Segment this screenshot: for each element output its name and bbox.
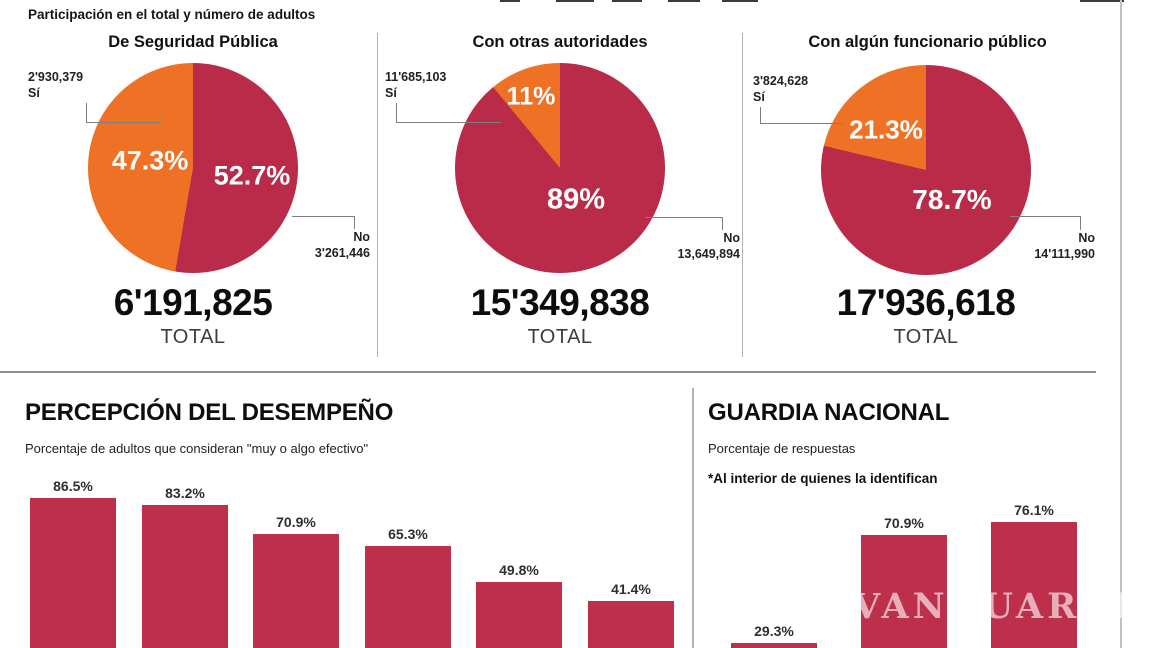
watermark: VANGUARDIA <box>853 586 1152 627</box>
callout-si-label: Sí <box>385 85 397 100</box>
callout-no-count: 3'261,446 <box>314 245 370 260</box>
cropped-text-artifact <box>500 0 520 2</box>
callout-no: No 13,649,894 <box>640 231 740 262</box>
bar <box>142 505 228 648</box>
pie-total-seguridad: 6'191,825 TOTAL <box>63 282 323 349</box>
cropped-text-artifact <box>612 0 642 2</box>
callout-si: 2'930,379 Sí <box>28 70 83 101</box>
callout-no-count: 13,649,894 <box>677 246 740 261</box>
pie-slice-pct-no: 52.7% <box>213 160 291 191</box>
bar <box>476 581 562 648</box>
total-value: 6'191,825 <box>113 282 273 323</box>
chart-overtitle: Participación en el total y número de ad… <box>28 7 316 22</box>
pie-title-seguridad: De Seguridad Pública <box>108 33 278 51</box>
bar <box>588 601 674 648</box>
section-title-percepcion: PERCEPCIÓN DEL DESEMPEÑO <box>25 399 394 426</box>
bar-value-label: 41.4% <box>611 581 651 598</box>
callout-leader-line <box>760 107 843 124</box>
section-subtitle-percepcion: Porcentaje de adultos que consideran "mu… <box>25 441 369 456</box>
bar-value-label: 86.5% <box>53 477 93 494</box>
callout-no-label: No <box>353 230 370 244</box>
pie-slice-pct-no: 89% <box>546 183 606 216</box>
section-subtitle-guardia: Porcentaje de respuestas <box>708 441 856 456</box>
callout-no-label: No <box>723 231 740 245</box>
total-label: TOTAL <box>893 326 959 348</box>
pie-slice-pct-si: 47.3% <box>111 145 189 176</box>
callout-si: 3'824,628 Sí <box>753 74 808 105</box>
pie-title-funcionario: Con algún funcionario público <box>808 33 1047 51</box>
total-value: 17'936,618 <box>836 282 1016 323</box>
cropped-text-artifact <box>1080 0 1124 2</box>
cropped-text-artifact <box>668 0 700 2</box>
pie-slice-pct-no: 78.7% <box>912 184 992 215</box>
pie-total-autoridades: 15'349,838 TOTAL <box>430 282 690 349</box>
callout-si-count: 11'685,103 <box>385 70 447 84</box>
total-label: TOTAL <box>527 326 593 348</box>
bar-value-label: 49.8% <box>499 561 539 578</box>
bar <box>253 533 339 648</box>
divider-horizontal <box>0 371 1096 373</box>
bar <box>365 546 451 648</box>
callout-leader-line <box>396 103 501 123</box>
callout-no: No 3'261,446 <box>280 230 370 261</box>
pie-slice-pct-si: 21.3% <box>849 114 923 145</box>
bar <box>731 643 817 648</box>
bar-value-label: 76.1% <box>1014 501 1054 518</box>
section-title-guardia: GUARDIA NACIONAL <box>708 399 950 426</box>
callout-si: 11'685,103 Sí <box>385 70 446 101</box>
callout-no: No 14'111,990 <box>995 231 1095 262</box>
callout-si-label: Sí <box>753 89 765 104</box>
divider-vertical <box>692 388 694 648</box>
bar-value-label: 70.9% <box>276 513 316 530</box>
cropped-text-artifact <box>556 0 594 2</box>
pie-chart-funcionario <box>821 65 1031 275</box>
bar <box>991 521 1077 648</box>
callout-si-count: 3'824,628 <box>753 74 809 88</box>
pie-slice-pct-si: 11% <box>506 82 556 111</box>
pie-total-funcionario: 17'936,618 TOTAL <box>796 282 1056 349</box>
cropped-text-artifact <box>722 0 758 2</box>
bar-value-label: 29.3% <box>754 623 794 640</box>
callout-leader-line <box>292 216 355 229</box>
callout-si-label: Sí <box>28 85 40 100</box>
pie-title-autoridades: Con otras autoridades <box>472 33 648 51</box>
divider-vertical <box>742 33 743 357</box>
callout-leader-line <box>645 217 723 230</box>
bar-value-label: 83.2% <box>165 485 205 502</box>
frame-edge-line <box>1120 0 1122 648</box>
callout-no-count: 14'111,990 <box>1034 246 1095 261</box>
total-label: TOTAL <box>160 326 226 348</box>
pie-chart-seguridad <box>88 63 298 273</box>
bar-value-label: 70.9% <box>884 515 924 532</box>
callout-si-count: 2'930,379 <box>28 70 84 84</box>
section-note-guardia: *Al interior de quienes la identifican <box>708 471 938 486</box>
divider-vertical <box>377 33 378 357</box>
callout-leader-line <box>1010 216 1081 230</box>
callout-leader-line <box>86 103 161 123</box>
bar-value-label: 65.3% <box>388 526 428 543</box>
bar <box>30 497 116 648</box>
pie-chart-autoridades <box>455 63 665 273</box>
total-value: 15'349,838 <box>470 282 650 323</box>
callout-no-label: No <box>1078 231 1095 245</box>
